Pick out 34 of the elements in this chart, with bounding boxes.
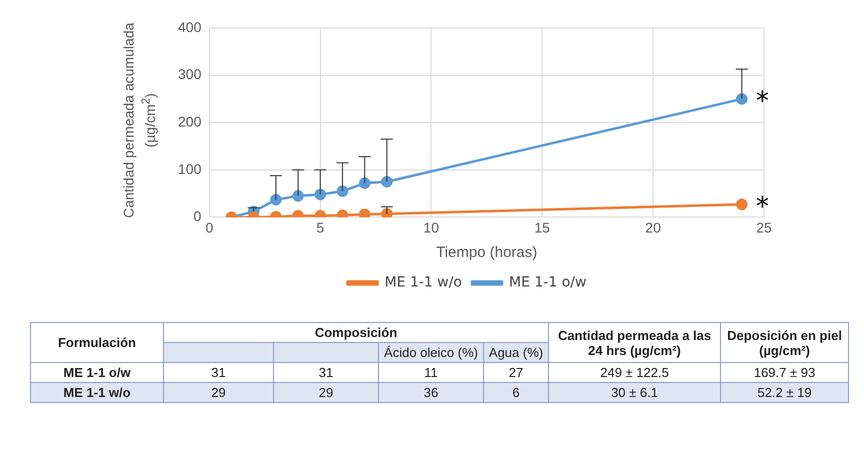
text: Agua (%) [484,342,549,362]
text: 249 ± 122.5 [548,362,721,382]
x-axis-title: Tiempo (horas) [436,244,538,262]
legend-label: ME 1-1 o/w [509,274,586,291]
text: ME 1-1 w/o [30,382,164,402]
text: 29 [164,382,274,402]
x-tick-label: 10 [423,219,440,236]
x-tick-label: 0 [205,219,214,236]
text: Formulación [30,322,164,362]
text: 27 [484,362,549,382]
text: 31 [274,362,378,382]
text: 11 [378,362,484,382]
text: 36 [378,382,484,402]
text: 6 [484,382,549,402]
y-tick-label: 400 [178,18,202,35]
text: Ácido oleico (%) [378,342,484,362]
y-tick-label: 0 [194,208,202,224]
text: 52.2 ± 19 [720,382,849,402]
text: Cantidad permeada a las 24 hrs (µg/cm²) [548,322,721,362]
text: 169.7 ± 93 [720,362,849,382]
text: 30 ± 6.1 [548,382,721,402]
legend-label: ME 1-1 w/o [384,274,462,291]
x-tick-label: 15 [534,219,550,236]
text: Composición [164,322,549,342]
y-tick-label: 200 [178,113,202,130]
x-tick-label: 5 [316,219,324,236]
y-tick-label: 300 [178,66,202,82]
text: 31 [164,362,274,382]
text: 29 [274,382,378,402]
text: Deposición en piel (µg/cm²) [720,322,849,362]
x-tick-label: 20 [645,219,662,236]
y-tick-label: 100 [178,160,202,177]
annotation: * [756,86,769,117]
text: ME 1-1 o/w [30,362,164,382]
